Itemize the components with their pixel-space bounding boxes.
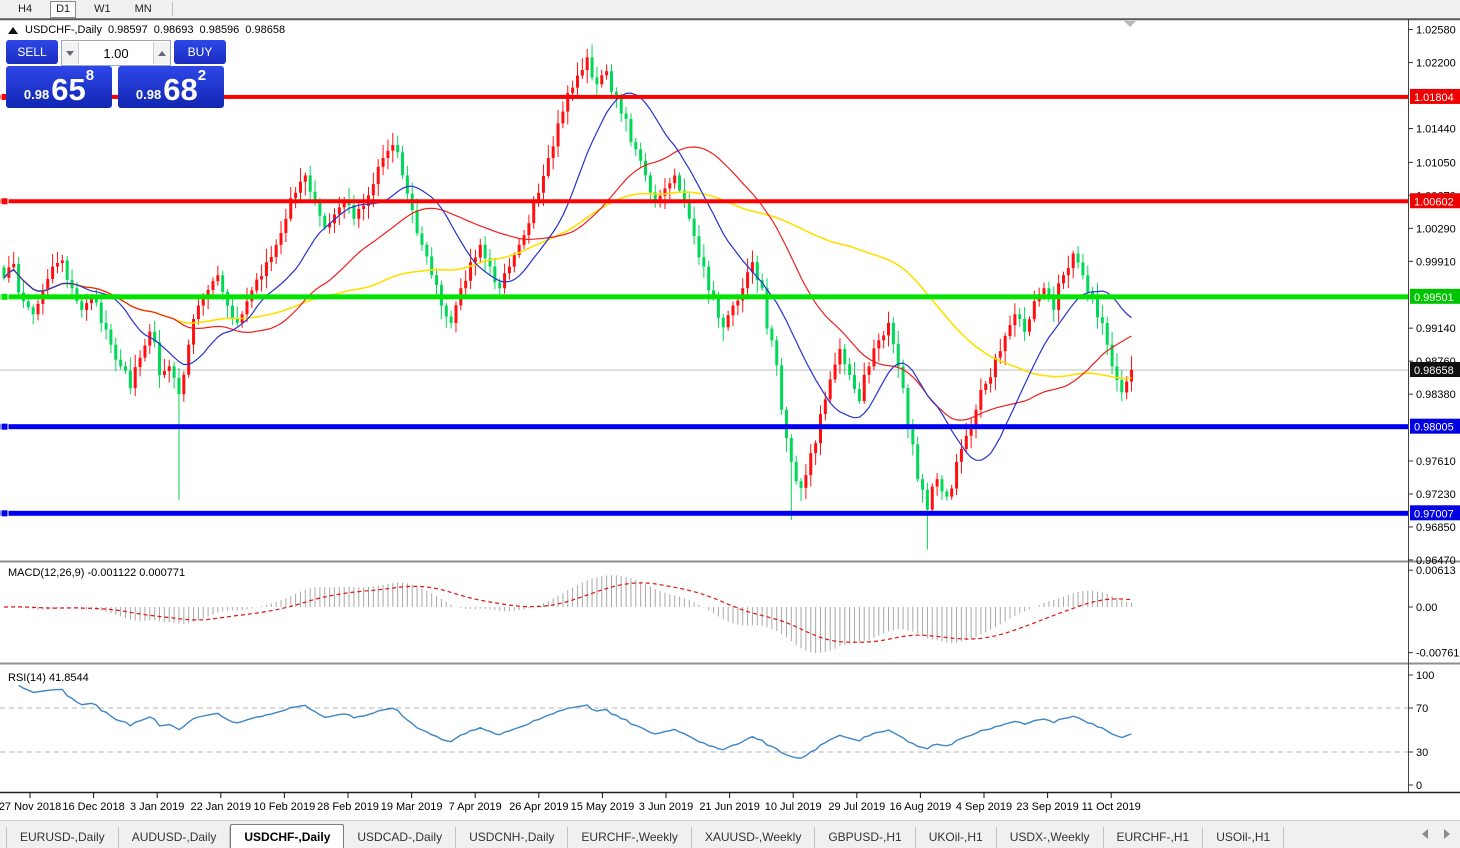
svg-text:70: 70 [1416,703,1428,715]
svg-text:1.00602: 1.00602 [1414,196,1454,208]
svg-text:0.00613: 0.00613 [1416,565,1456,577]
collapse-panel-icon[interactable] [8,26,18,34]
svg-text:1.02200: 1.02200 [1416,58,1456,70]
tab-eurusd-daily[interactable]: EURUSD-,Daily [6,827,119,848]
svg-text:0.98380: 0.98380 [1416,389,1456,401]
svg-text:16 Aug 2019: 16 Aug 2019 [890,801,952,813]
sell-button[interactable]: SELL [6,40,58,64]
svg-text:29 Jul 2019: 29 Jul 2019 [828,801,885,813]
svg-text:0.98658: 0.98658 [1414,365,1454,377]
svg-text:0.97230: 0.97230 [1416,489,1456,501]
timeframe-toolbar: H4 D1 W1 MN [0,0,1460,19]
ohlc-low: 0.98596 [199,24,240,36]
timeframe-button-w1[interactable]: W1 [94,2,111,15]
tab-usdcad-daily[interactable]: USDCAD-,Daily [344,827,457,848]
svg-text:0.99140: 0.99140 [1416,323,1456,335]
chart-symbol-label: USDCHF-,Daily [25,24,102,36]
volume-group [61,40,171,66]
macd-indicator-label: MACD(12,26,9) -0.001122 0.000771 [8,567,186,579]
svg-text:0.99501: 0.99501 [1414,292,1454,304]
chevron-up-icon [158,50,166,56]
svg-text:30: 30 [1416,747,1428,759]
tab-scroll-right-icon[interactable] [1444,829,1450,839]
rsi-indicator-label: RSI(14) 41.8544 [8,672,89,684]
tab-audusd-daily[interactable]: AUDUSD-,Daily [119,827,231,848]
svg-text:3 Jan 2019: 3 Jan 2019 [130,801,184,813]
svg-text:1.00290: 1.00290 [1416,223,1456,235]
sell-price-sup: 8 [85,67,95,84]
svg-text:0.99910: 0.99910 [1416,256,1456,268]
buy-price-base: 0.98 [135,87,162,102]
tab-eurchf-h1[interactable]: EURCHF-,H1 [1104,827,1204,848]
sell-price-big: 65 [51,72,86,107]
svg-text:0: 0 [1416,780,1422,792]
tab-scroll-left-icon[interactable] [1422,829,1428,839]
svg-text:1.01050: 1.01050 [1416,157,1456,169]
svg-text:10 Feb 2019: 10 Feb 2019 [254,801,316,813]
buy-price-button[interactable]: 0.98 68 2 [118,66,224,108]
volume-input[interactable] [79,42,153,64]
svg-text:0.96850: 0.96850 [1416,522,1456,534]
tab-scroll-controls [1422,829,1450,839]
svg-text:26 Apr 2019: 26 Apr 2019 [509,801,568,813]
svg-text:-0.007612: -0.007612 [1416,648,1460,660]
chart-header: USDCHF-,Daily 0.98597 0.98693 0.98596 0.… [8,24,291,36]
volume-decrease-button[interactable] [62,42,79,64]
volume-increase-button[interactable] [153,42,170,64]
svg-text:1.01440: 1.01440 [1416,124,1456,136]
buy-price-sup: 2 [197,67,207,84]
ohlc-high: 0.98693 [153,24,194,36]
tab-ukoil-h1[interactable]: UKOil-,H1 [916,827,997,848]
svg-text:1.01804: 1.01804 [1414,92,1454,104]
tab-gbpusd-h1[interactable]: GBPUSD-,H1 [815,827,916,848]
chevron-down-icon [66,50,74,56]
svg-text:15 May 2019: 15 May 2019 [571,801,635,813]
svg-text:0.96470: 0.96470 [1416,555,1456,567]
svg-text:27 Nov 2018: 27 Nov 2018 [0,801,61,813]
svg-text:19 Mar 2019: 19 Mar 2019 [381,801,443,813]
timeframe-button-h4[interactable]: H4 [18,2,33,15]
svg-text:0.97610: 0.97610 [1416,456,1456,468]
svg-text:21 Jun 2019: 21 Jun 2019 [699,801,760,813]
sell-price-base: 0.98 [23,87,50,102]
svg-text:23 Sep 2019: 23 Sep 2019 [1016,801,1078,813]
svg-text:28 Feb 2019: 28 Feb 2019 [317,801,379,813]
tab-usoil-h1[interactable]: USOil-,H1 [1203,827,1285,848]
timeframe-button-mn[interactable]: MN [134,2,152,15]
svg-text:3 Jun 2019: 3 Jun 2019 [639,801,693,813]
tab-eurchf-weekly[interactable]: EURCHF-,Weekly [568,827,692,848]
ohlc-open: 0.98597 [108,24,148,36]
svg-text:0.00: 0.00 [1416,602,1437,614]
tab-xauusd-weekly[interactable]: XAUUSD-,Weekly [692,827,816,848]
svg-text:0.98005: 0.98005 [1414,422,1454,434]
buy-price-big: 68 [163,72,198,107]
tab-usdx-weekly[interactable]: USDX-,Weekly [997,827,1104,848]
buy-button[interactable]: BUY [174,40,226,64]
svg-text:10 Jul 2019: 10 Jul 2019 [765,801,822,813]
tab-usdchf-daily[interactable]: USDCHF-,Daily [230,824,345,848]
svg-text:0.97007: 0.97007 [1414,508,1454,520]
ohlc-close: 0.98658 [245,24,286,36]
chart-tab-bar: EURUSD-,Daily AUDUSD-,Daily USDCHF-,Dail… [0,820,1460,848]
svg-text:16 Dec 2018: 16 Dec 2018 [62,801,124,813]
svg-text:7 Apr 2019: 7 Apr 2019 [449,801,502,813]
svg-text:1.02580: 1.02580 [1416,25,1456,37]
sell-price-button[interactable]: 0.98 65 8 [6,66,112,108]
svg-text:22 Jan 2019: 22 Jan 2019 [191,801,252,813]
price-chart-canvas[interactable]: 1.025801.022001.014401.010501.006701.002… [0,0,1460,820]
svg-text:4 Sep 2019: 4 Sep 2019 [956,801,1012,813]
svg-text:100: 100 [1416,670,1434,682]
toolbar-divider [171,2,173,16]
svg-text:11 Oct 2019: 11 Oct 2019 [1082,801,1141,813]
timeframe-button-d1[interactable]: D1 [50,0,77,18]
tab-usdcnh-daily[interactable]: USDCNH-,Daily [456,827,569,848]
